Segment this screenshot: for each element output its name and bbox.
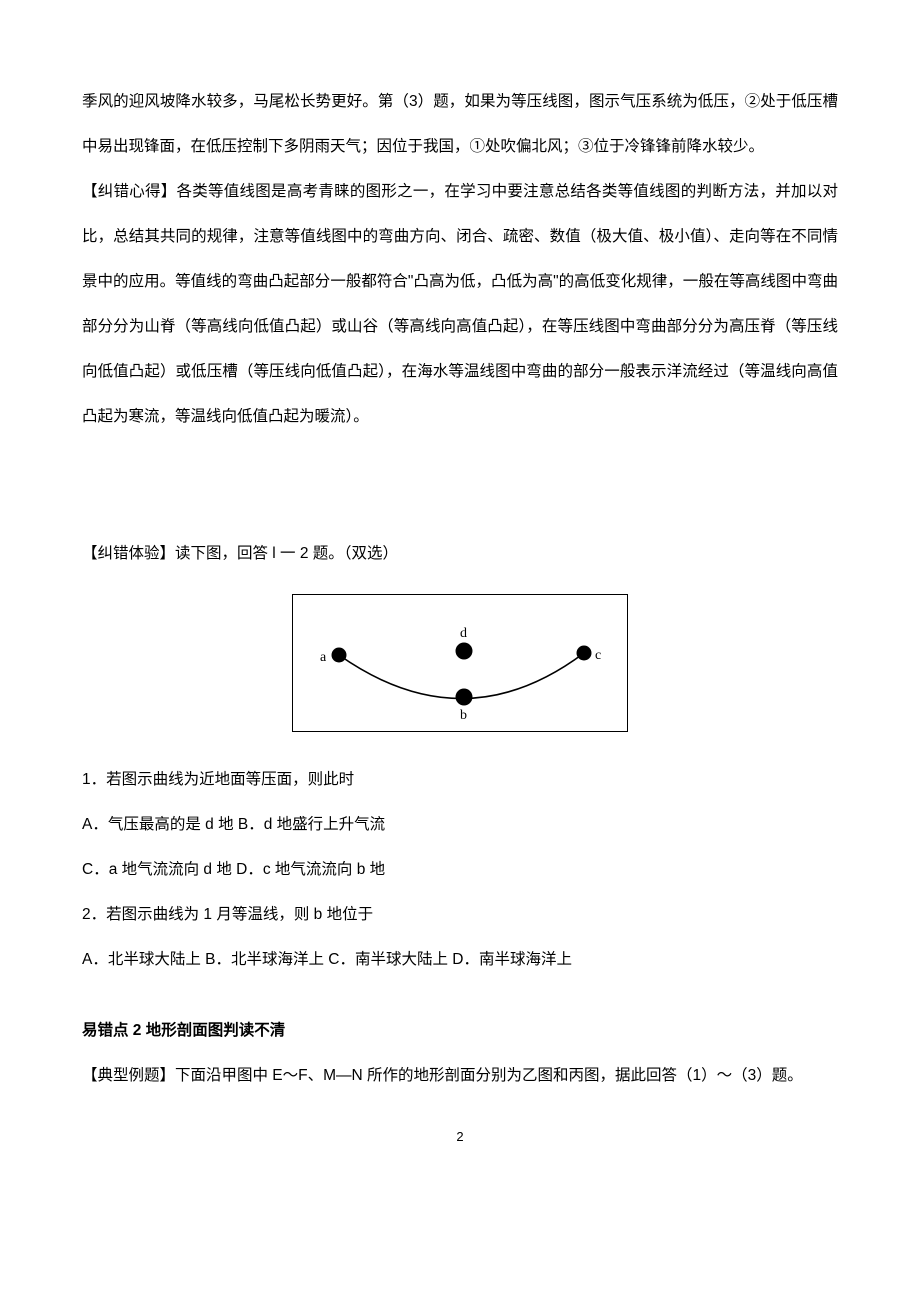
vertical-spacer [82,440,838,532]
question-2-options: A．北半球大陆上 B．北半球海洋上 C．南半球大陆上 D．南半球海洋上 [82,938,838,983]
exercise-intro: 【纠错体验】读下图，回答 l 一 2 题。（双选） [82,532,838,577]
svg-text:c: c [595,648,601,663]
example-intro: 【典型例题】下面沿甲图中 E～F、M—N 所作的地形剖面分别为乙图和丙图，据此回… [82,1054,838,1099]
page-number: 2 [82,1129,838,1144]
question-2-stem: 2．若图示曲线为 1 月等温线，则 b 地位于 [82,893,838,938]
diagram-container: a c d b [82,594,838,732]
curve-diagram: a c d b [292,594,628,732]
vertical-spacer [82,983,838,1009]
question-1-options-cd: C．a 地气流流向 d 地 D．c 地气流流向 b 地 [82,848,838,893]
paragraph-continuation: 季风的迎风坡降水较多，马尾松长势更好。第（3）题，如果为等压线图，图示气压系统为… [82,80,838,170]
svg-text:d: d [460,626,467,641]
curve-diagram-svg: a c d b [293,595,629,733]
paragraph-correction-insight: 【纠错心得】各类等值线图是高考青睐的图形之一，在学习中要注意总结各类等值线图的判… [82,170,838,440]
section-heading: 易错点 2 地形剖面图判读不清 [82,1009,838,1054]
svg-text:a: a [320,650,327,665]
question-1-stem: 1．若图示曲线为近地面等压面，则此时 [82,758,838,803]
svg-text:b: b [460,708,467,723]
question-1-options-ab: A．气压最高的是 d 地 B．d 地盛行上升气流 [82,803,838,848]
